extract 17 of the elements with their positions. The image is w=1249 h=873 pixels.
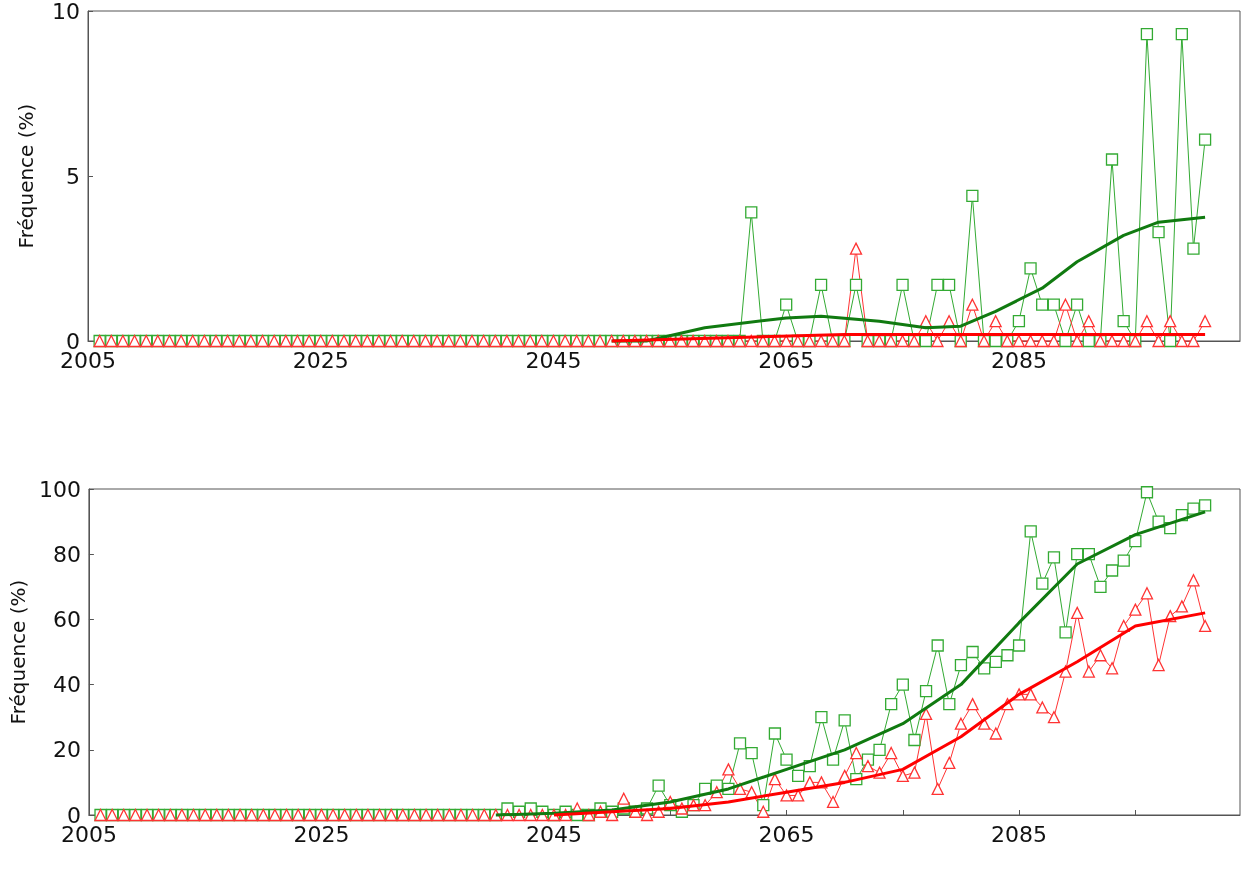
x-tick-label: 2085 bbox=[990, 347, 1047, 373]
x-tick-label: 2045 bbox=[525, 347, 582, 373]
y-axis-title: Fréquence (%) bbox=[14, 103, 38, 249]
y-tick-label: 60 bbox=[52, 606, 81, 632]
y-tick-label: 10 bbox=[52, 0, 80, 24]
x-tick-label: 2065 bbox=[758, 821, 815, 847]
x-tick-label: 2025 bbox=[292, 347, 349, 373]
y-axis-title: Fréquence (%) bbox=[6, 579, 30, 725]
x-tick-label: 2085 bbox=[991, 821, 1048, 847]
x-tick-label: 2025 bbox=[293, 821, 350, 847]
y-tick-label: 5 bbox=[66, 163, 80, 189]
y-tick-label: 100 bbox=[38, 476, 81, 502]
y-tick-label: 80 bbox=[52, 541, 81, 567]
y-tick-label: 40 bbox=[52, 672, 81, 698]
x-tick-label: 2045 bbox=[525, 821, 582, 847]
x-tick-label: 2065 bbox=[758, 347, 815, 373]
y-tick-label: 20 bbox=[52, 737, 81, 763]
